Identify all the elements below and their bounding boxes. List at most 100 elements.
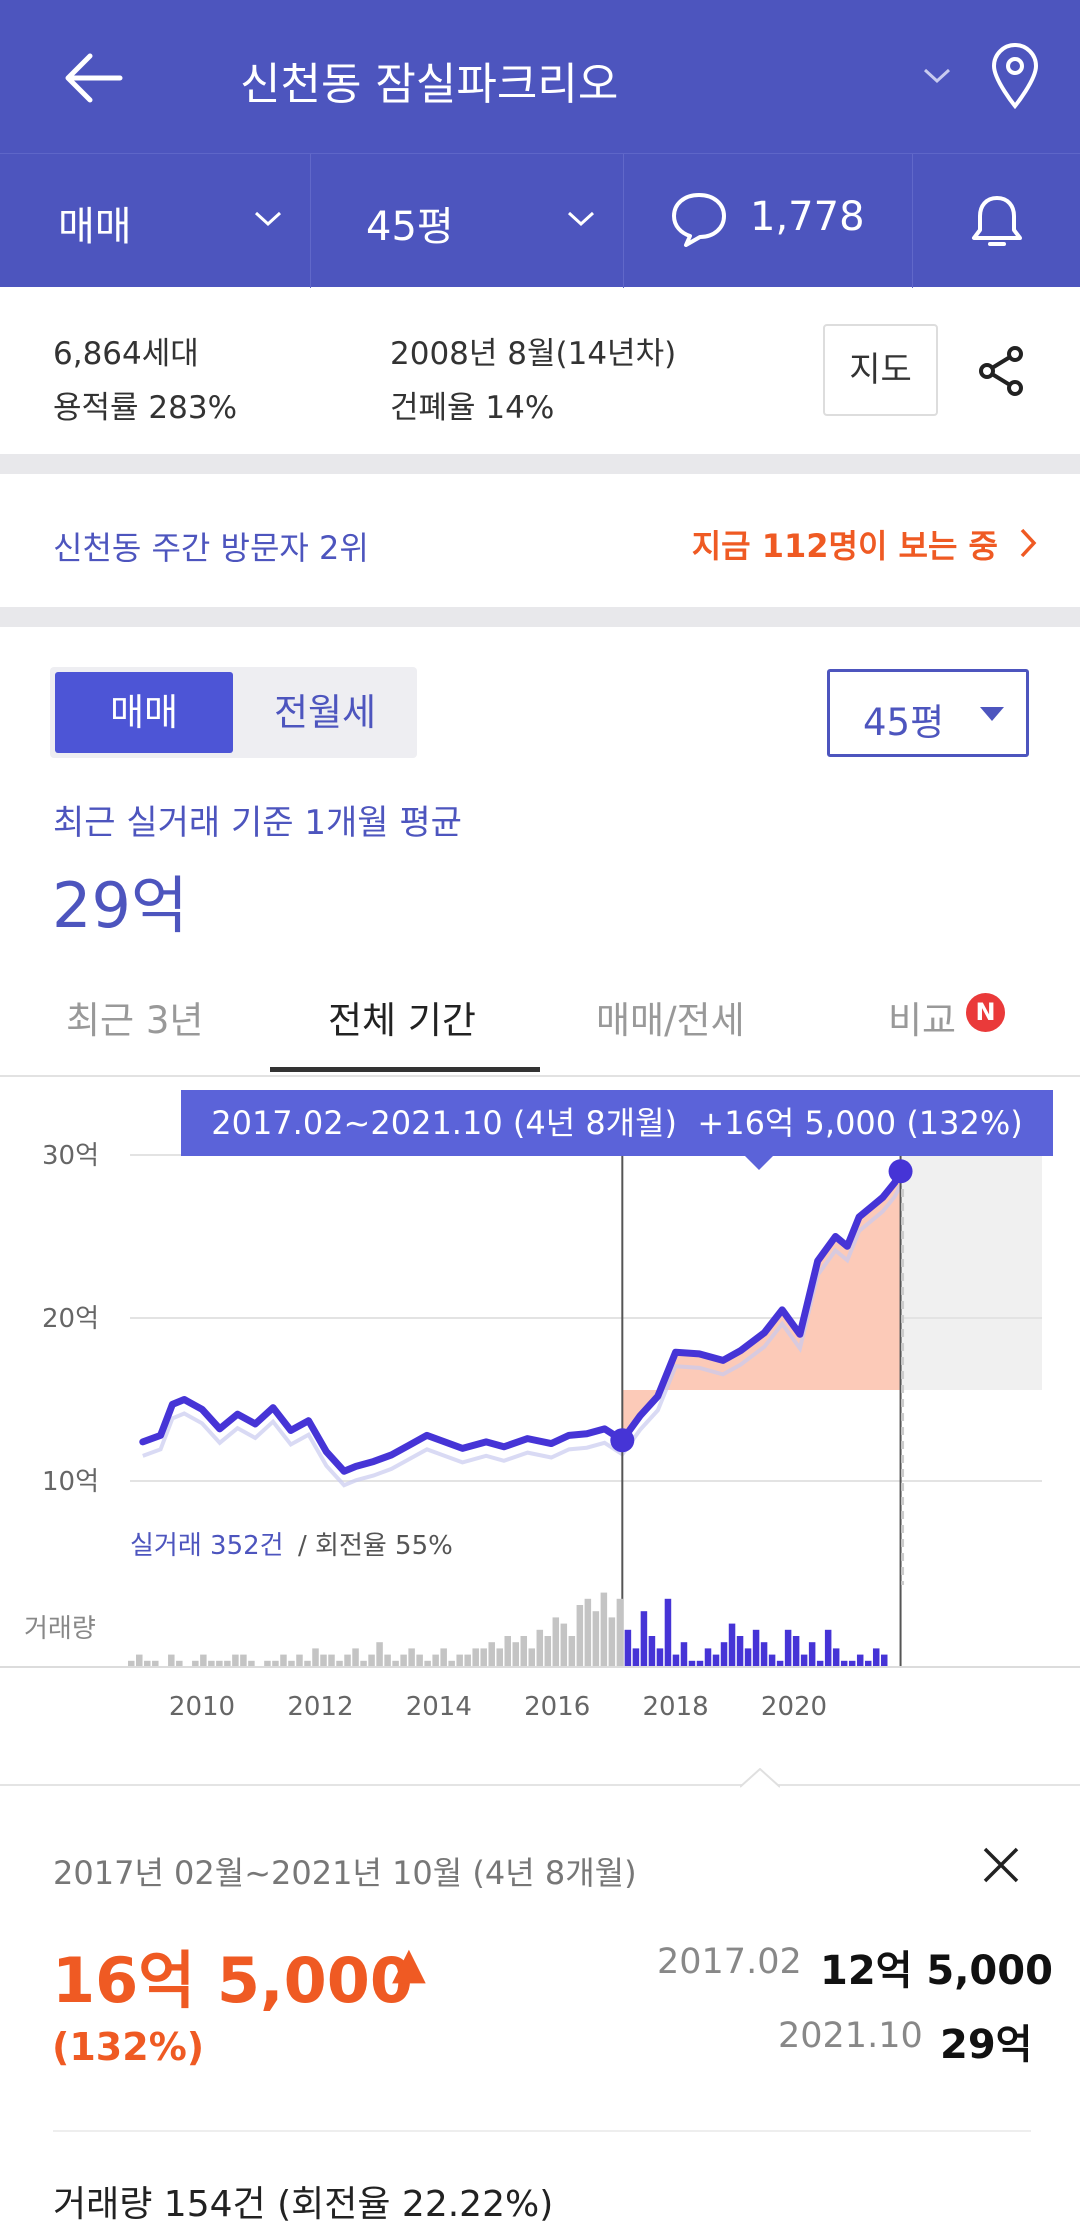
volume-bar xyxy=(424,1660,431,1667)
volume-bar xyxy=(360,1660,367,1667)
volume-bar xyxy=(552,1617,560,1667)
x-tick-label: 2010 xyxy=(169,1692,235,1722)
building-coverage-ratio: 건폐율 14% xyxy=(390,390,555,426)
close-icon[interactable] xyxy=(981,1845,1021,1885)
volume-bar xyxy=(288,1660,295,1667)
bell-icon[interactable] xyxy=(970,192,1024,252)
volume-bar xyxy=(712,1654,720,1667)
volume-bar xyxy=(368,1654,375,1667)
volume-bar xyxy=(176,1660,183,1667)
chevron-down-icon[interactable] xyxy=(253,209,283,229)
volume-bar xyxy=(312,1648,319,1667)
volume-bar xyxy=(152,1660,159,1667)
volume-bar xyxy=(400,1654,407,1667)
app-header: 신천동 잠실파크리오 xyxy=(0,0,1080,153)
panel-pointer xyxy=(740,1768,780,1788)
tab-all-period[interactable]: 전체 기간 xyxy=(328,999,476,1042)
volume-bar xyxy=(664,1598,672,1667)
tab-compare[interactable]: 비교 xyxy=(888,999,957,1042)
volume-bar xyxy=(352,1648,359,1667)
page-title: 신천동 잠실파크리오 xyxy=(240,59,619,110)
tooltip-range: 2017.02~2021.10 (4년 8개월) xyxy=(211,1104,678,1142)
y-tick-label: 30억 xyxy=(42,1141,99,1171)
volume-bar xyxy=(440,1648,447,1667)
tab-sale-jeonse[interactable]: 매매/전세 xyxy=(596,999,745,1042)
volume-bar xyxy=(488,1642,495,1667)
size-select[interactable]: 45평 xyxy=(366,204,454,250)
volume-bar xyxy=(872,1648,880,1667)
volume-bar xyxy=(608,1617,616,1667)
volume-bar xyxy=(456,1654,463,1667)
comment-bubble-icon[interactable] xyxy=(670,190,728,248)
volume-bar xyxy=(392,1660,399,1667)
range-start-point[interactable] xyxy=(610,1428,635,1453)
volume-bar xyxy=(200,1654,207,1667)
toggle-rent[interactable]: 전월세 xyxy=(273,691,377,734)
volume-bar xyxy=(776,1660,784,1667)
avg-price: 29억 xyxy=(52,869,188,942)
volume-bar xyxy=(136,1654,143,1667)
start-date: 2017.02 xyxy=(657,1942,802,1982)
volume-bar xyxy=(448,1660,455,1667)
tabs-divider xyxy=(0,1075,1080,1077)
volume-bar xyxy=(344,1654,351,1667)
volume-bar xyxy=(680,1642,688,1667)
share-icon[interactable] xyxy=(975,345,1029,397)
panel-top-border xyxy=(0,1784,1080,1786)
x-tick-label: 2016 xyxy=(524,1692,590,1722)
built-date: 2008년 8월(14년차) xyxy=(390,336,677,372)
chevron-right-icon[interactable] xyxy=(1018,526,1038,560)
trade-type-select[interactable]: 매매 xyxy=(58,204,132,250)
volume-bar xyxy=(216,1660,223,1667)
future-area xyxy=(900,1155,1042,1390)
volume-bar xyxy=(616,1598,624,1667)
volume-bar xyxy=(632,1648,640,1667)
range-end-point[interactable] xyxy=(888,1159,913,1184)
price-caption: 최근 실거래 기준 1개월 평균 xyxy=(53,803,462,843)
x-tick-label: 2020 xyxy=(761,1692,827,1722)
divider xyxy=(623,154,624,288)
volume-bar xyxy=(848,1660,856,1667)
live-viewers[interactable]: 지금 112명이 보는 중 xyxy=(691,527,998,565)
volume-bar xyxy=(832,1648,840,1667)
volume-bar xyxy=(640,1611,648,1667)
map-button[interactable]: 지도 xyxy=(823,324,938,416)
volume-bar xyxy=(736,1636,744,1667)
start-price: 12억 5,000 xyxy=(820,1948,1053,1994)
volume-bar xyxy=(536,1629,544,1667)
volume-bar xyxy=(704,1648,712,1667)
toggle-sale[interactable]: 매매 xyxy=(55,672,233,753)
dropdown-triangle-icon xyxy=(980,707,1004,721)
chevron-down-icon[interactable] xyxy=(566,209,596,229)
volume-bar xyxy=(808,1642,816,1667)
chevron-down-icon[interactable] xyxy=(922,66,952,86)
volume-bar xyxy=(208,1660,215,1667)
back-arrow-icon[interactable] xyxy=(62,50,124,106)
x-tick-label: 2014 xyxy=(406,1692,472,1722)
comment-count[interactable]: 1,778 xyxy=(750,194,865,240)
volume-bar xyxy=(728,1623,736,1667)
volume-bar xyxy=(248,1660,255,1667)
volume-bar xyxy=(240,1654,247,1667)
volume-bar xyxy=(840,1660,848,1667)
volume-bar xyxy=(144,1660,151,1667)
tab-recent-3y[interactable]: 최근 3년 xyxy=(66,999,204,1042)
volume-bar xyxy=(464,1654,471,1667)
volume-bar xyxy=(520,1636,528,1667)
location-pin-icon[interactable] xyxy=(990,42,1040,110)
volume-bar xyxy=(304,1660,311,1667)
volume-bar xyxy=(624,1629,632,1667)
range-tooltip: 2017.02~2021.10 (4년 8개월) +16억 5,000 (132… xyxy=(181,1090,1053,1156)
volume-bar xyxy=(672,1654,680,1667)
volume-bar xyxy=(376,1642,383,1667)
size-dropdown-value: 45평 xyxy=(863,701,945,744)
volume-bar xyxy=(568,1636,576,1667)
volume-bar xyxy=(856,1654,864,1667)
volume-bar xyxy=(592,1611,600,1667)
y-tick-label: 10억 xyxy=(42,1467,99,1497)
active-tab-underline xyxy=(270,1067,540,1072)
volume-bar xyxy=(328,1654,335,1667)
volume-bar xyxy=(880,1654,888,1667)
size-dropdown[interactable]: 45평 xyxy=(827,669,1029,757)
